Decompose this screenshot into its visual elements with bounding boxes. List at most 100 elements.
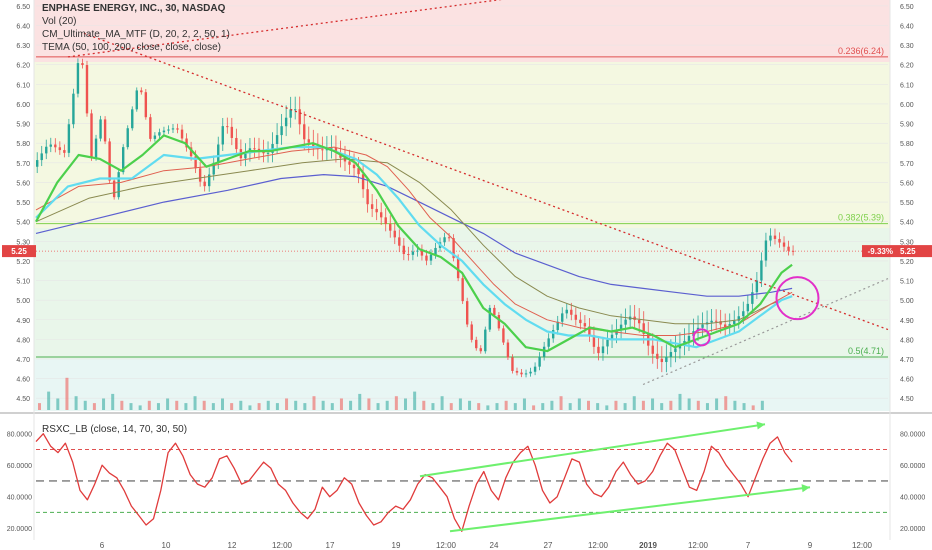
volume-bar <box>696 400 700 410</box>
y-tick-right: 5.90 <box>900 122 914 129</box>
volume-bar <box>156 403 160 410</box>
volume-bar <box>458 398 462 410</box>
x-tick-label: 12:00 <box>436 541 457 550</box>
volume-bar <box>376 403 380 410</box>
candle-body <box>108 141 111 181</box>
y-tick-right: 4.70 <box>900 357 914 364</box>
volume-bar <box>248 405 252 410</box>
candle-body <box>370 204 374 209</box>
candle-body <box>72 93 75 125</box>
y-tick-left: 6.10 <box>16 82 30 89</box>
y-tick-right: 4.60 <box>900 377 914 384</box>
candle-body <box>103 119 107 142</box>
y-tick-left: 5.10 <box>16 279 30 286</box>
annotations <box>67 0 889 386</box>
candle-body <box>760 260 763 281</box>
volume-bar <box>660 403 664 410</box>
candle-body <box>570 309 573 315</box>
y-tick-left: 5.40 <box>16 220 30 227</box>
candle-body <box>624 319 627 325</box>
fib-label: 0.5(4.71) <box>848 346 884 356</box>
rsi-green-arrow-lower <box>449 486 811 533</box>
y-tick-right: 5.00 <box>900 298 914 305</box>
volume-bar <box>294 400 298 410</box>
candle-body <box>588 326 591 336</box>
y-tick-right: 5.30 <box>900 239 914 246</box>
candle-body <box>393 230 396 238</box>
ma-blue-line <box>35 174 793 297</box>
candle-body <box>384 217 387 225</box>
y-tick-right: 6.00 <box>900 102 914 109</box>
candle-body <box>189 147 193 157</box>
volume-bar <box>47 391 51 410</box>
volume-bar <box>559 396 563 410</box>
candle-body <box>36 160 39 167</box>
y-tick-right: 4.80 <box>900 337 914 344</box>
candle-body <box>203 181 206 187</box>
volume-bar <box>605 405 609 410</box>
y-tick-left: 4.50 <box>16 396 30 403</box>
candle-body <box>479 348 482 352</box>
rsi-y-tick-right: 60.0000 <box>900 463 925 470</box>
candle-body <box>180 129 184 139</box>
volume-bar <box>687 398 691 410</box>
candle-body <box>63 150 66 153</box>
volume-bar <box>422 400 426 410</box>
volume-bar <box>175 400 179 410</box>
candle-body <box>651 345 654 354</box>
candle-body <box>547 338 550 347</box>
candle-body <box>198 168 202 182</box>
candle-body <box>701 324 704 328</box>
volume-bar <box>431 403 435 410</box>
volume-bar <box>504 400 508 410</box>
candle-body <box>321 149 324 151</box>
candle-body <box>343 157 347 162</box>
x-tick-label: 10 <box>162 541 171 550</box>
candle-body <box>158 132 161 136</box>
candle-body <box>257 148 261 152</box>
candle-body <box>402 245 406 255</box>
volume-bar <box>275 403 279 410</box>
x-tick-label: 6 <box>100 541 105 550</box>
rsi-y-tick-right: 20.0000 <box>900 526 925 533</box>
volume-bar <box>532 405 536 410</box>
candle-body <box>443 237 446 243</box>
candle-body <box>579 319 582 324</box>
volume-bar <box>138 405 142 410</box>
volume-bar <box>120 400 124 410</box>
volume-bar <box>349 400 353 410</box>
volume-bar <box>129 403 133 410</box>
candle-body <box>81 63 84 66</box>
price-badge-left-text: 5.25 <box>11 247 27 256</box>
candle-body <box>511 357 514 371</box>
volume-bar <box>74 396 78 410</box>
candle-body <box>244 153 247 159</box>
candle-body <box>592 335 596 347</box>
volume-bar <box>477 403 481 410</box>
candle-body <box>330 147 333 149</box>
volume-bar <box>413 391 417 410</box>
candle-body <box>411 251 415 255</box>
volume-bar <box>550 400 554 410</box>
volume-bar <box>678 393 682 410</box>
candle-body <box>140 90 143 93</box>
candle-body <box>669 352 673 358</box>
volume-bar <box>440 396 444 410</box>
candle-body <box>755 280 759 293</box>
y-tick-right: 4.90 <box>900 318 914 325</box>
volume-bar <box>38 403 41 410</box>
candle-body <box>447 237 451 239</box>
y-tick-right: 5.40 <box>900 220 914 227</box>
x-tick-label: 19 <box>392 541 401 550</box>
candle-body <box>293 109 297 111</box>
y-tick-left: 5.60 <box>16 180 30 187</box>
candle-body <box>515 370 519 373</box>
volume-indicator-label: Vol (20) <box>42 16 77 27</box>
volume-bar <box>303 403 307 410</box>
candle-body <box>556 321 559 331</box>
candle-body <box>461 278 464 302</box>
candle-body <box>782 242 786 247</box>
candle-body <box>389 224 392 231</box>
volume-bar <box>83 400 87 410</box>
candle-body <box>742 311 745 317</box>
